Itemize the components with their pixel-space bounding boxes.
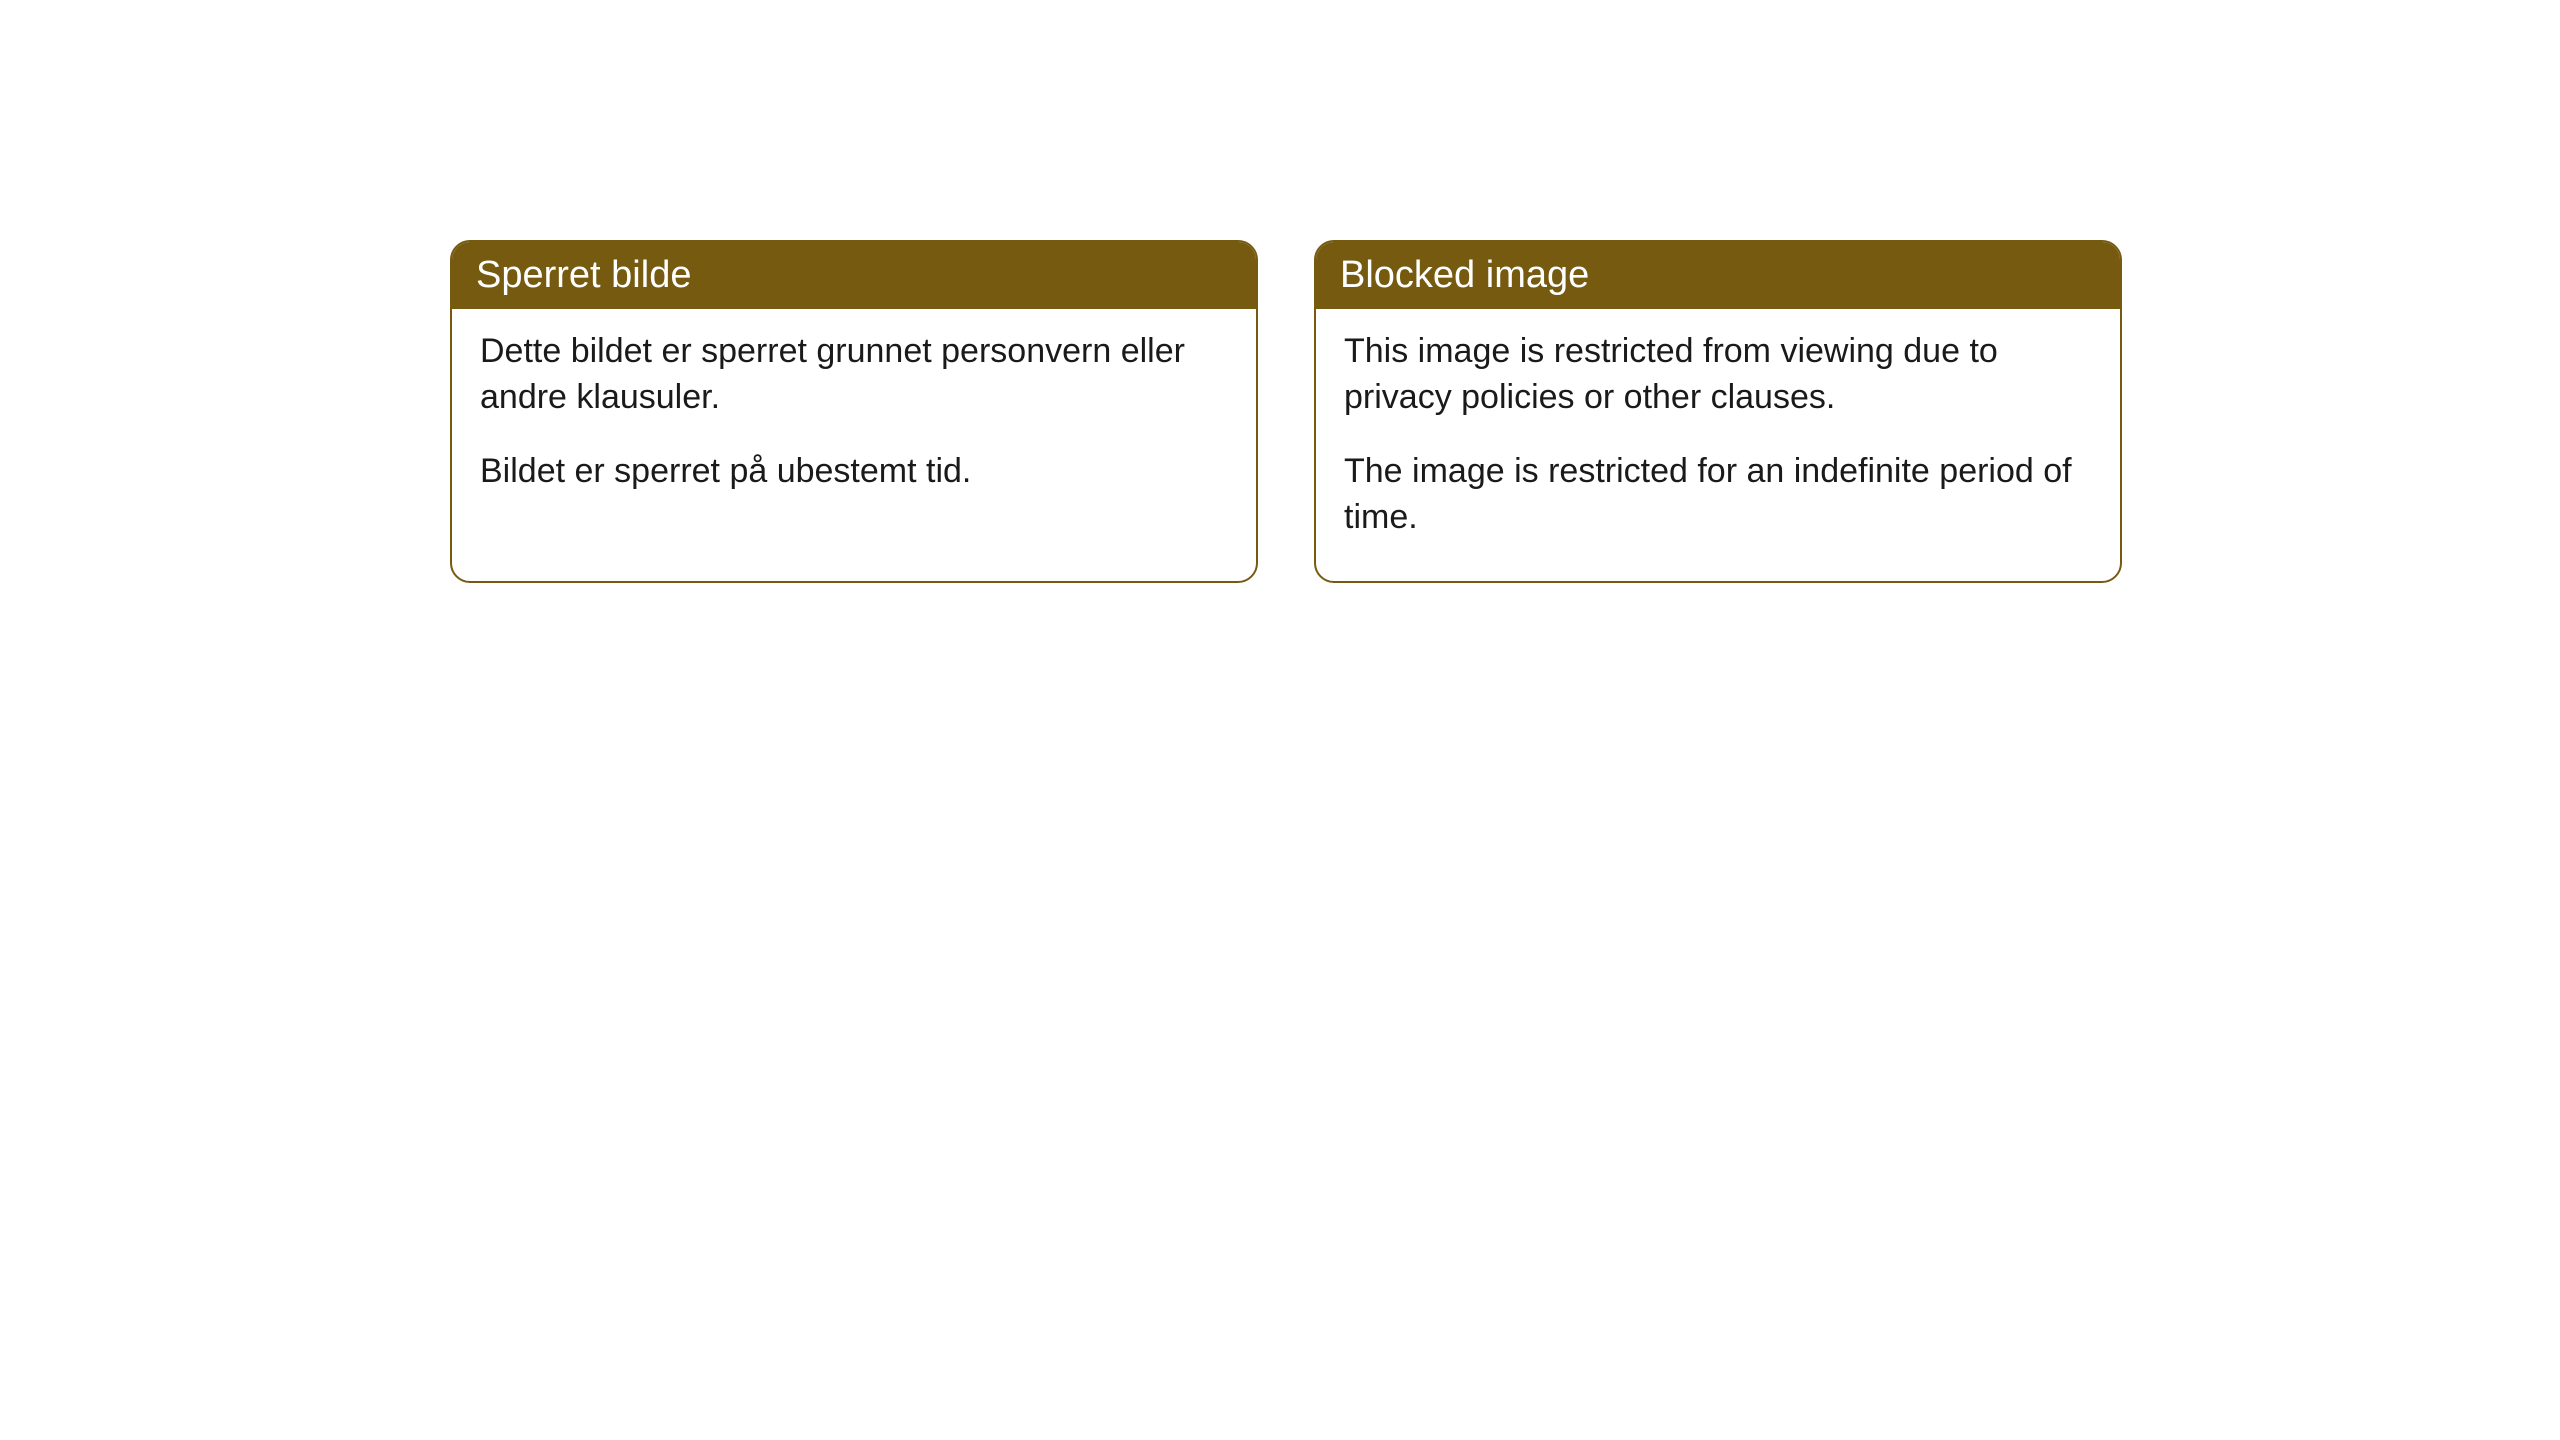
card-text-line1: This image is restricted from viewing du… (1344, 329, 2092, 421)
card-text-line2: Bildet er sperret på ubestemt tid. (480, 449, 1228, 495)
card-body-norwegian: Dette bildet er sperret grunnet personve… (452, 309, 1256, 535)
notice-card-norwegian: Sperret bilde Dette bildet er sperret gr… (450, 240, 1258, 583)
card-text-line1: Dette bildet er sperret grunnet personve… (480, 329, 1228, 421)
notice-cards-container: Sperret bilde Dette bildet er sperret gr… (450, 240, 2122, 583)
card-header-english: Blocked image (1316, 242, 2120, 309)
card-text-line2: The image is restricted for an indefinit… (1344, 449, 2092, 541)
card-body-english: This image is restricted from viewing du… (1316, 309, 2120, 581)
notice-card-english: Blocked image This image is restricted f… (1314, 240, 2122, 583)
card-header-norwegian: Sperret bilde (452, 242, 1256, 309)
